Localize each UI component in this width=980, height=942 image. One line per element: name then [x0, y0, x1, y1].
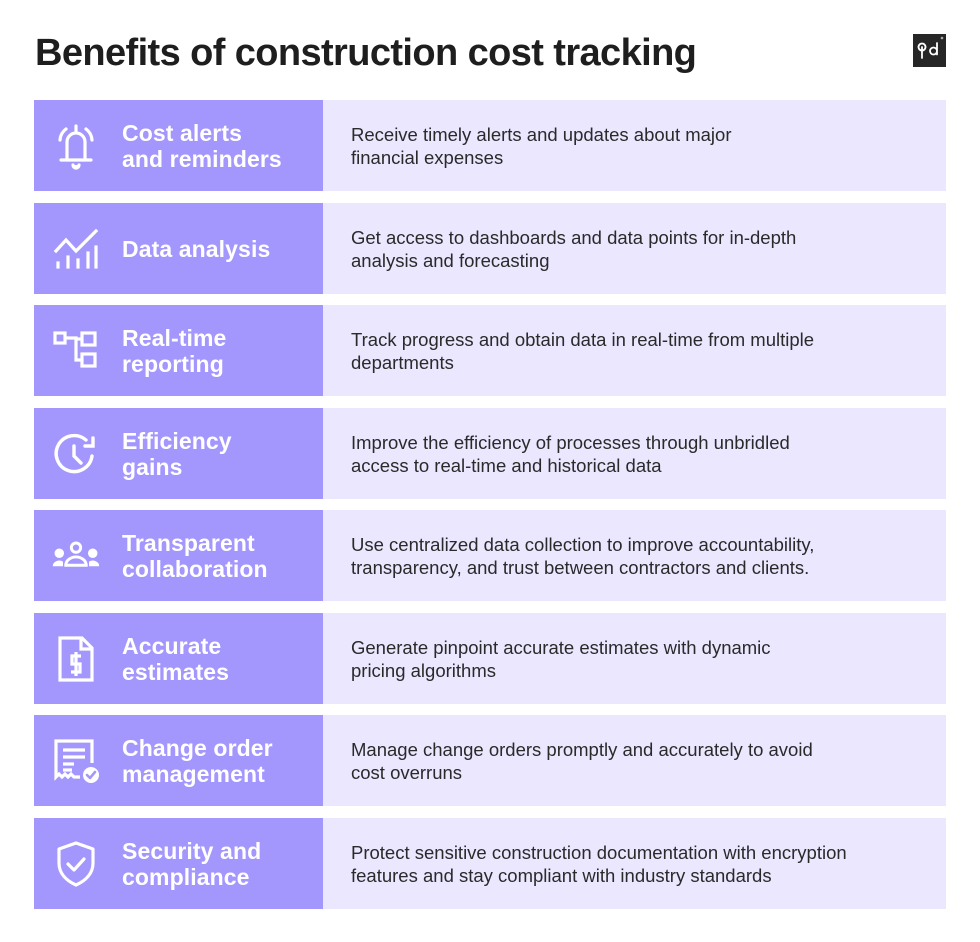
shield-check-icon: [50, 838, 102, 890]
benefit-label-cell: Data analysis: [34, 203, 323, 294]
benefit-description-cell: Improve the efficiency of processes thro…: [323, 408, 946, 499]
chart-trend-icon: [50, 223, 102, 275]
benefit-label-cell: Transparent collaboration: [34, 510, 323, 601]
benefit-title: Data analysis: [122, 235, 271, 262]
benefit-row-data-analysis: Data analysis Get access to dashboards a…: [34, 203, 946, 294]
benefit-label-cell: Real-time reporting: [34, 305, 323, 396]
benefit-title: Transparent collaboration: [122, 529, 268, 582]
benefit-title: Efficiency gains: [122, 427, 232, 480]
benefit-label-cell: Cost alerts and reminders: [34, 100, 323, 191]
benefit-description: Get access to dashboards and data points…: [351, 226, 797, 271]
benefit-title: Cost alerts and reminders: [122, 119, 282, 172]
benefit-description: Manage change orders promptly and accura…: [351, 738, 813, 783]
benefit-title: Real-time reporting: [122, 324, 227, 377]
benefit-description: Protect sensitive construction documenta…: [351, 841, 847, 886]
benefit-description: Track progress and obtain data in real-t…: [351, 328, 815, 373]
benefit-description-cell: Track progress and obtain data in real-t…: [323, 305, 946, 396]
benefit-label-cell: Accurate estimates: [34, 613, 323, 704]
benefit-description: Receive timely alerts and updates about …: [351, 123, 732, 168]
benefit-description: Generate pinpoint accurate estimates wit…: [351, 636, 771, 681]
benefit-description: Improve the efficiency of processes thro…: [351, 431, 790, 476]
bell-icon: [50, 120, 102, 172]
benefit-title: Security and compliance: [122, 837, 262, 890]
benefit-row-change-order-management: Change order management Manage change or…: [34, 715, 946, 806]
benefit-description-cell: Generate pinpoint accurate estimates wit…: [323, 613, 946, 704]
benefit-row-cost-alerts: Cost alerts and reminders Receive timely…: [34, 100, 946, 191]
benefit-description-cell: Protect sensitive construction documenta…: [323, 818, 946, 909]
benefit-description: Use centralized data collection to impro…: [351, 533, 815, 578]
page-title: Benefits of construction cost tracking: [35, 32, 697, 74]
dollar-document-icon: [50, 633, 102, 685]
benefit-description-cell: Receive timely alerts and updates about …: [323, 100, 946, 191]
benefit-title: Change order management: [122, 734, 273, 787]
benefit-label-cell: Efficiency gains: [34, 408, 323, 499]
benefit-description-cell: Manage change orders promptly and accura…: [323, 715, 946, 806]
clock-refresh-icon: [50, 428, 102, 480]
benefit-row-accurate-estimates: Accurate estimates Generate pinpoint acc…: [34, 613, 946, 704]
benefit-row-transparent-collaboration: Transparent collaboration Use centralize…: [34, 510, 946, 601]
team-icon: [50, 530, 102, 582]
benefit-row-security-compliance: Security and compliance Protect sensitiv…: [34, 818, 946, 909]
benefit-row-real-time-reporting: Real-time reporting Track progress and o…: [34, 305, 946, 396]
hierarchy-icon: [50, 325, 102, 377]
receipt-check-icon: [50, 735, 102, 787]
pd-logo-icon: [913, 34, 946, 67]
benefit-description-cell: Use centralized data collection to impro…: [323, 510, 946, 601]
benefit-title: Accurate estimates: [122, 632, 230, 685]
benefit-row-efficiency-gains: Efficiency gains Improve the efficiency …: [34, 408, 946, 499]
benefit-label-cell: Security and compliance: [34, 818, 323, 909]
benefit-label-cell: Change order management: [34, 715, 323, 806]
benefit-description-cell: Get access to dashboards and data points…: [323, 203, 946, 294]
